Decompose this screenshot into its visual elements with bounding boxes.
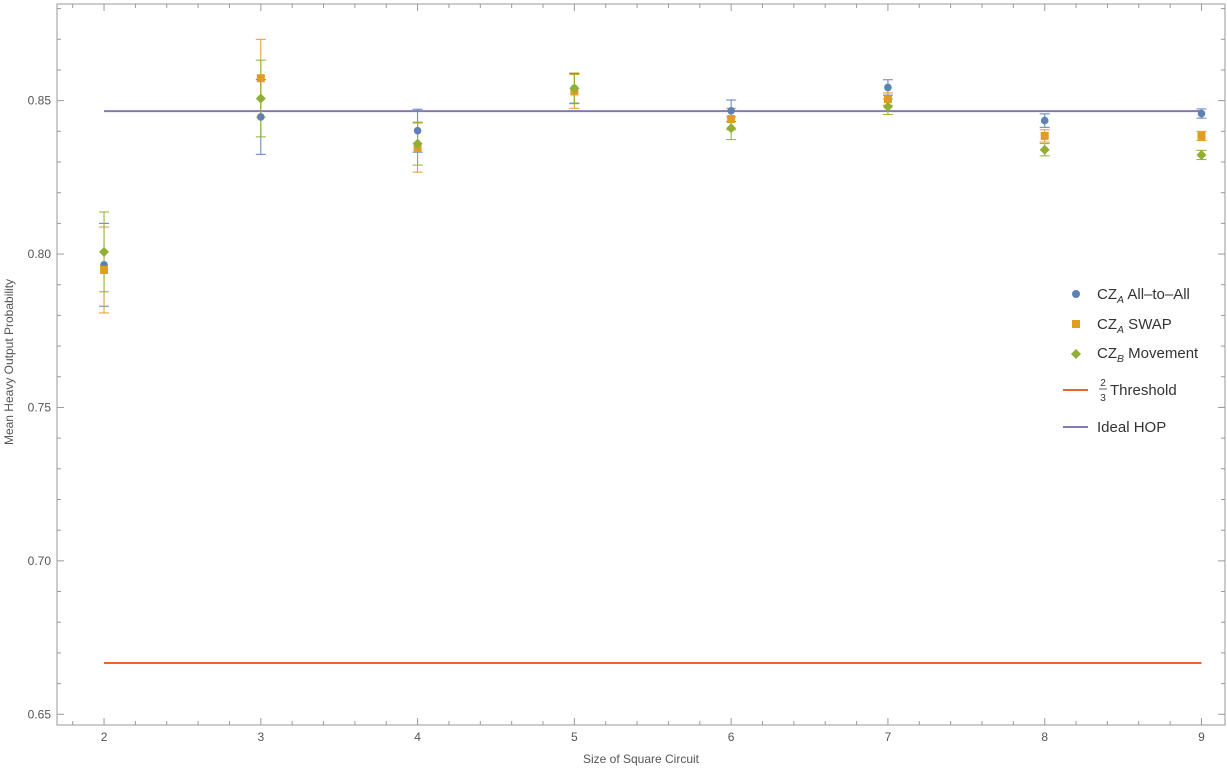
reference-lines-layer bbox=[104, 110, 1202, 665]
plot-frame bbox=[56, 3, 1226, 726]
data-point-circle bbox=[727, 106, 735, 115]
data-point-diamond bbox=[1039, 144, 1050, 155]
data-point-circle bbox=[1197, 109, 1206, 118]
ticks-layer: 2 3 4 5 6 7 8 9 0.65 0.70 0.75 0.80 0.85 bbox=[28, 4, 1225, 744]
legend-frac-denominator: 3 bbox=[1100, 393, 1106, 404]
x-axis-title: Size of Square Circuit bbox=[583, 752, 700, 766]
data-point-diamond bbox=[882, 101, 893, 112]
legend-label-rest: SWAP bbox=[1124, 316, 1172, 333]
data-point-square bbox=[1040, 131, 1049, 140]
legend-label-main: CZ bbox=[1097, 345, 1117, 362]
legend-item-cz-a-swap: CZA SWAP bbox=[1072, 316, 1172, 336]
data-point-circle bbox=[257, 113, 265, 121]
data-point-circle bbox=[413, 126, 422, 135]
svg-text:CZB Movement: CZB Movement bbox=[1097, 345, 1199, 365]
data-points-layer bbox=[99, 74, 1207, 275]
data-point-square bbox=[256, 74, 265, 83]
legend-item-cz-a-all-to-all: CZA All–to–All bbox=[1072, 286, 1190, 306]
legend-label-rest: All–to–All bbox=[1124, 286, 1190, 303]
data-point-square bbox=[727, 115, 736, 124]
x-tick-label: 7 bbox=[885, 730, 892, 744]
x-tick-label: 6 bbox=[728, 730, 735, 744]
legend-marker-square bbox=[1072, 320, 1080, 328]
data-point-diamond bbox=[569, 83, 580, 94]
data-point-diamond bbox=[255, 93, 266, 104]
y-tick-label: 0.80 bbox=[28, 247, 52, 261]
data-point-diamond bbox=[1196, 149, 1207, 160]
error-bars-layer bbox=[99, 38, 1207, 314]
legend: CZA All–to–All CZA SWAP CZB Movement 2 3… bbox=[1063, 286, 1199, 436]
legend-item-cz-b-movement: CZB Movement bbox=[1071, 345, 1199, 365]
legend-label-sub: A bbox=[1116, 324, 1124, 336]
data-point-diamond bbox=[412, 138, 423, 149]
legend-label-main: CZ bbox=[1097, 316, 1117, 333]
data-point-circle bbox=[1040, 116, 1049, 125]
x-tick-label: 4 bbox=[414, 730, 421, 744]
y-tick-label: 0.65 bbox=[28, 707, 52, 721]
legend-marker-circle bbox=[1072, 290, 1080, 298]
legend-label-rest: Movement bbox=[1124, 345, 1199, 362]
legend-item-ideal-hop: Ideal HOP bbox=[1063, 419, 1166, 436]
legend-label-sub: B bbox=[1117, 353, 1124, 365]
x-tick-label: 8 bbox=[1041, 730, 1048, 744]
data-point-square bbox=[883, 95, 892, 104]
y-axis-title: Mean Heavy Output Probability bbox=[2, 279, 16, 445]
legend-label-ideal-hop: Ideal HOP bbox=[1097, 419, 1166, 436]
legend-frac-numerator: 2 bbox=[1100, 378, 1106, 389]
svg-text:CZA All–to–All: CZA All–to–All bbox=[1097, 286, 1190, 306]
y-tick-label: 0.70 bbox=[28, 554, 52, 568]
y-tick-label: 0.75 bbox=[28, 400, 52, 414]
legend-label-main: CZ bbox=[1097, 286, 1117, 303]
data-point-diamond bbox=[726, 123, 737, 134]
svg-text:CZA SWAP: CZA SWAP bbox=[1097, 316, 1172, 336]
x-tick-label: 9 bbox=[1198, 730, 1205, 744]
x-tick-label: 5 bbox=[571, 730, 578, 744]
data-point-square bbox=[100, 266, 109, 275]
x-tick-label: 2 bbox=[101, 730, 108, 744]
x-tick-label: 3 bbox=[257, 730, 264, 744]
legend-label-sub: A bbox=[1116, 294, 1124, 306]
data-point-diamond bbox=[99, 246, 110, 257]
data-point-square bbox=[1197, 131, 1206, 140]
data-point-circle bbox=[884, 83, 892, 92]
legend-marker-diamond bbox=[1071, 349, 1081, 359]
y-tick-label: 0.85 bbox=[28, 94, 52, 108]
legend-item-threshold: 2 3 Threshold bbox=[1063, 378, 1177, 404]
legend-label-threshold: Threshold bbox=[1110, 382, 1177, 399]
